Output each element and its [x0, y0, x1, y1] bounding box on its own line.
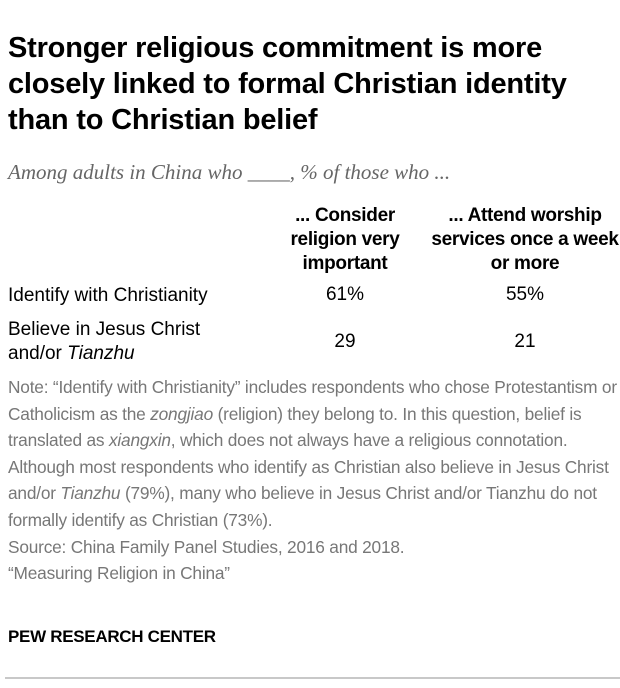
note-term: xiangxin [108, 430, 171, 451]
note-text: (79%), many who believe in Jesus Christ … [8, 483, 597, 530]
note-text: (religion) they belong to. In this quest… [8, 403, 582, 451]
cell-identify-important: 61% [325, 284, 365, 305]
source-text: Source: China Family Panel Studies, 2016… [8, 536, 405, 557]
brand-logo-text: PEW RESEARCH CENTER [8, 627, 216, 646]
bottom-divider [5, 677, 620, 679]
row-label-believe: Believe in Jesus Christ and/or Tianzhu [8, 318, 248, 366]
note-term: Tianzhu [60, 483, 121, 504]
column-header-attend-weekly: ... Attend worship services once a week … [431, 205, 619, 274]
chart-title: Stronger religious commitment is more cl… [8, 32, 567, 136]
note-term: zongjiao [150, 403, 213, 424]
row-label-believe-italic: Tianzhu [67, 343, 135, 364]
cell-believe-attend: 21 [514, 331, 536, 352]
row-label-identify: Identify with Christianity [8, 285, 208, 306]
chart-note: Note: “Identify with Christianity” inclu… [8, 374, 618, 587]
column-header-religion-important: ... Consider religion very important [290, 205, 400, 274]
note-text: , which does not always have a religious… [8, 430, 609, 504]
row-label-believe-main: Believe in Jesus Christ and/or [8, 319, 201, 364]
chart-subtitle: Among adults in China who ____, % of tho… [8, 160, 451, 184]
cell-believe-important: 29 [334, 331, 356, 352]
cell-identify-attend: 55% [505, 284, 545, 305]
report-title: “Measuring Religion in China” [8, 563, 230, 584]
note-text: Note: “Identify with Christianity” inclu… [8, 377, 617, 424]
